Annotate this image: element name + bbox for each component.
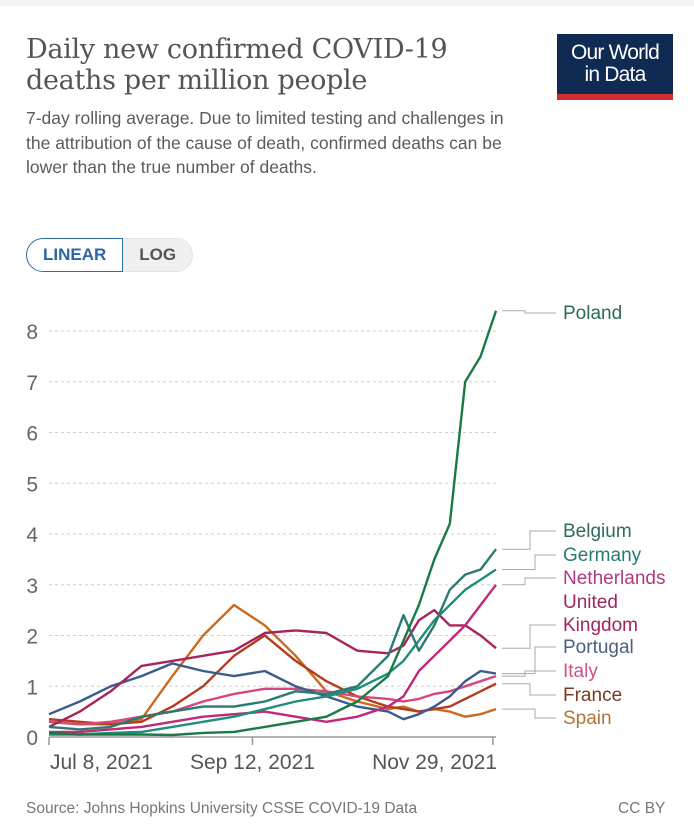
logo-accent-bar <box>557 94 673 100</box>
logo-line1: Our World <box>570 41 660 64</box>
owid-logo[interactable]: Our World in Data <box>557 34 673 100</box>
chart-title-line1: Daily new confirmed COVID-19 <box>26 34 448 65</box>
license-link[interactable]: CC BY <box>618 800 666 817</box>
source-note[interactable]: Source: Johns Hopkins University CSSE CO… <box>26 800 418 817</box>
y-tick-label: 0 <box>26 727 38 750</box>
legend-connector <box>502 646 556 675</box>
top-bar <box>0 0 694 6</box>
logo-line2: in Data <box>584 63 647 86</box>
legend-connector <box>502 708 556 719</box>
x-axis: Jul 8, 2021 Sep 12, 2021 Nov 29, 2021 <box>48 736 497 774</box>
y-tick-label: 3 <box>26 575 38 598</box>
y-tick-label: 5 <box>26 473 38 496</box>
series-line-netherlands <box>49 584 497 734</box>
legend-label-spain: Spain <box>563 708 612 729</box>
scale-toggle: LINEAR LOG <box>26 238 194 272</box>
chart-subtitle: 7-day rolling average. Due to limited te… <box>26 108 504 177</box>
legend-label-poland: Poland <box>563 303 622 324</box>
series-line-united-kingdom <box>48 608 497 728</box>
y-axis-ticks: 0 1 2 3 4 5 6 7 8 <box>26 321 38 750</box>
legend-label-united-kingdom: United <box>563 592 618 613</box>
gridlines <box>49 330 496 687</box>
legend-label-italy: Italy <box>563 661 598 682</box>
log-scale-button[interactable]: LOG <box>123 238 194 272</box>
y-tick-label: 8 <box>26 321 38 344</box>
series-line-poland <box>48 310 498 737</box>
chart-title-line2: deaths per million people <box>26 65 368 96</box>
legend-label-united-kingdom: Kingdom <box>563 615 638 636</box>
y-tick-label: 4 <box>26 524 38 547</box>
legend-connector <box>502 683 556 696</box>
legend-label-netherlands: Netherlands <box>563 568 665 589</box>
series-line-germany <box>49 568 497 736</box>
legend-connector <box>502 310 556 314</box>
y-tick-label: 1 <box>26 676 38 699</box>
y-tick-label: 2 <box>26 626 38 649</box>
legend-label-belgium: Belgium <box>563 521 632 542</box>
x-tick-label: Nov 29, 2021 <box>372 751 497 774</box>
x-tick-label: Jul 8, 2021 <box>50 751 153 774</box>
legend-label-germany: Germany <box>563 545 642 566</box>
line-chart: 0 1 2 3 4 5 6 7 8 Jul 8, 2021 Sep 12, 2021 Nov 29,… <box>26 303 665 774</box>
y-tick-label: 7 <box>26 372 38 395</box>
x-tick-label: Sep 12, 2021 <box>190 751 315 774</box>
legend-connector <box>502 530 556 550</box>
y-tick-label: 6 <box>26 423 38 446</box>
legend-connector <box>502 554 556 571</box>
series-line-belgium <box>48 548 497 731</box>
series-lines <box>48 310 498 737</box>
legend-connector <box>502 577 556 586</box>
linear-scale-button[interactable]: LINEAR <box>26 238 124 272</box>
legend-connector <box>502 624 556 649</box>
legend-label-portugal: Portugal <box>563 637 634 658</box>
legend-label-france: France <box>563 685 622 706</box>
series-line-france <box>48 634 497 726</box>
chart-title: Daily new confirmed COVID-19 deaths per … <box>26 34 526 96</box>
legend-connector <box>502 670 556 677</box>
